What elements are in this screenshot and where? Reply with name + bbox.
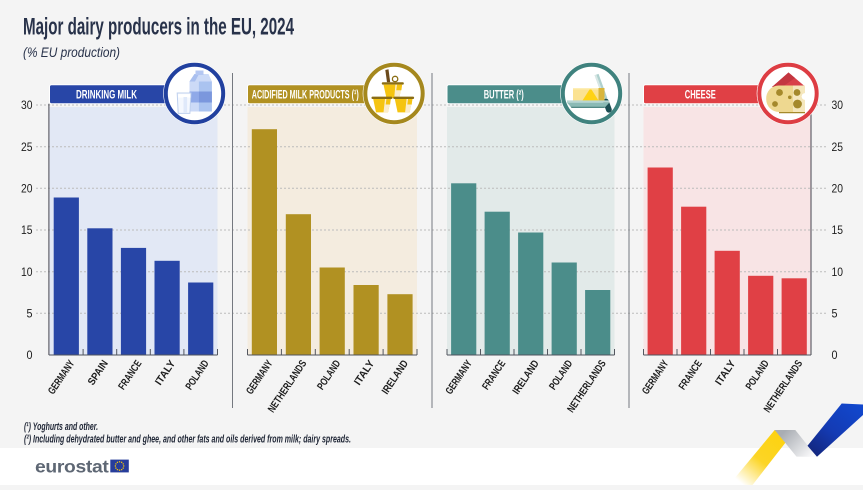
svg-text:25: 25 [832, 140, 844, 154]
svg-text:(²) Including dehydrated butte: (²) Including dehydrated butter and ghee… [24, 434, 351, 446]
svg-text:(¹) Yoghurts and other.: (¹) Yoghurts and other. [24, 421, 98, 433]
svg-text:ACIDIFIED MILK PRODUCTS (¹): ACIDIFIED MILK PRODUCTS (¹) [252, 88, 359, 102]
svg-text:(% EU production): (% EU production) [23, 45, 120, 60]
svg-text:20: 20 [21, 182, 33, 196]
svg-text:5: 5 [27, 307, 33, 321]
svg-text:15: 15 [21, 223, 33, 237]
svg-text:0: 0 [832, 348, 838, 362]
svg-text:15: 15 [832, 223, 844, 237]
svg-text:0: 0 [27, 348, 33, 362]
svg-text:10: 10 [832, 265, 844, 279]
svg-text:30: 30 [832, 98, 844, 112]
svg-text:5: 5 [832, 307, 838, 321]
svg-text:eurostat: eurostat [35, 457, 109, 477]
svg-text:CHEESE: CHEESE [685, 88, 716, 102]
svg-text:10: 10 [21, 265, 33, 279]
svg-text:20: 20 [832, 182, 844, 196]
svg-text:Major dairy producers in the E: Major dairy producers in the EU, 2024 [23, 14, 294, 41]
svg-text:30: 30 [21, 98, 33, 112]
svg-text:25: 25 [21, 140, 33, 154]
svg-text:BUTTER (²): BUTTER (²) [484, 88, 524, 102]
svg-text:DRINKING MILK: DRINKING MILK [76, 88, 137, 102]
